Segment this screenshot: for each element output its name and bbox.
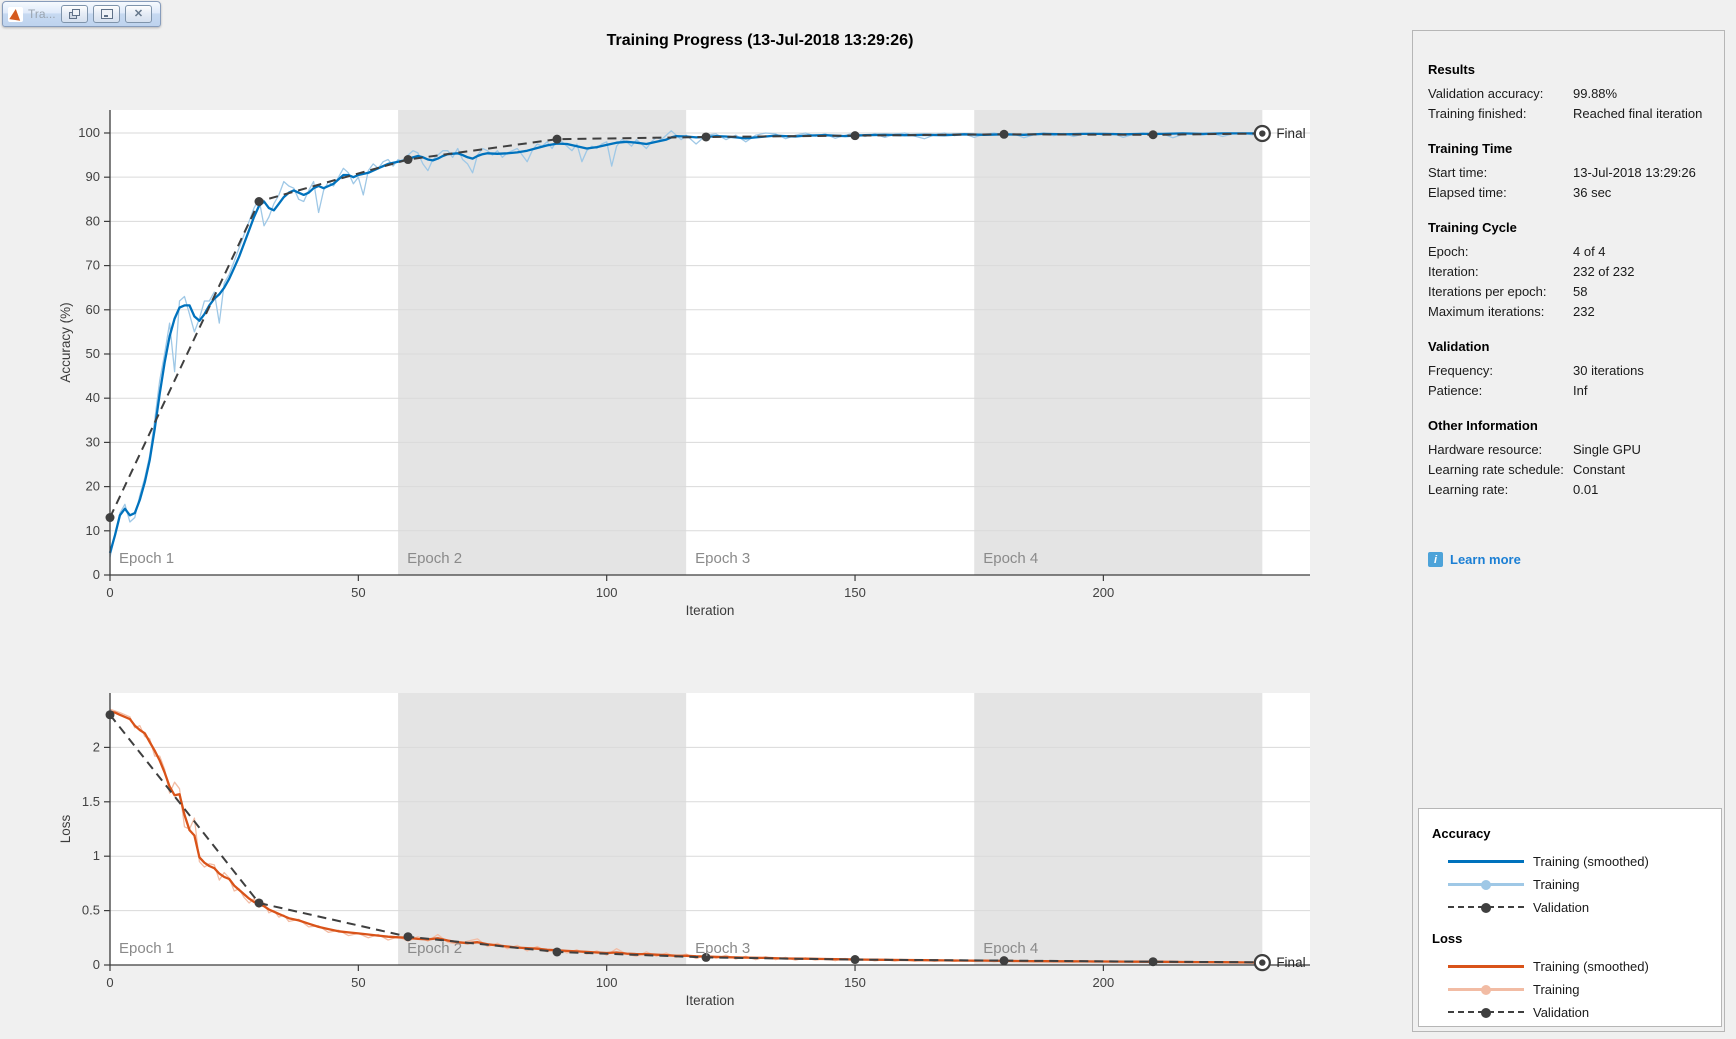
panel-row: Training finished: Reached final iteratio… — [1428, 106, 1703, 121]
svg-text:20: 20 — [86, 479, 100, 494]
legend-item: Training — [1432, 873, 1721, 896]
dashed-line-dot-sample-icon — [1448, 1007, 1524, 1019]
legend-item: Training (smoothed) — [1432, 850, 1721, 873]
line-dot-sample-icon — [1448, 879, 1524, 891]
window-title: Tra... — [28, 7, 56, 21]
svg-text:Epoch 4: Epoch 4 — [983, 550, 1038, 567]
svg-text:Final: Final — [1276, 126, 1305, 141]
legend-item: Training (smoothed) — [1432, 955, 1721, 978]
svg-text:100: 100 — [78, 125, 100, 140]
titlebar: Tra... ✕ — [2, 1, 161, 27]
svg-text:50: 50 — [351, 585, 365, 600]
svg-text:90: 90 — [86, 169, 100, 184]
svg-text:Loss: Loss — [58, 814, 73, 843]
section-results: Results Validation accuracy: 99.88% Train… — [1428, 61, 1714, 124]
accuracy-chart: 0 50 100 150 200 0 10 20 30 40 50 60 70 80 90 100 Epoch … — [58, 110, 1310, 618]
legend-item: Training — [1432, 978, 1721, 1001]
svg-text:0: 0 — [93, 957, 100, 972]
svg-text:50: 50 — [86, 346, 100, 361]
svg-text:Epoch 3: Epoch 3 — [695, 550, 750, 567]
svg-text:Epoch 2: Epoch 2 — [407, 940, 462, 957]
panel-row: Iterations per epoch: 58 — [1428, 284, 1588, 299]
close-icon: ✕ — [133, 7, 144, 20]
section-heading: Training Time — [1428, 141, 1513, 156]
panel-row: Start time: 13-Jul-2018 13:29:26 — [1428, 165, 1696, 180]
legend-item: Validation — [1432, 896, 1721, 919]
panel-row: Frequency: 30 iterations — [1428, 363, 1644, 378]
section-training-cycle: Training Cycle Epoch: 4 of 4 Iteration: 23… — [1428, 219, 1714, 322]
section-heading: Training Cycle — [1428, 220, 1517, 235]
panel-row: Elapsed time: 36 sec — [1428, 185, 1612, 200]
svg-text:200: 200 — [1093, 975, 1115, 990]
svg-text:50: 50 — [351, 975, 365, 990]
section-other-information: Other Information Hardware resource: Sing… — [1428, 417, 1714, 500]
panel-row: Maximum iterations: 232 — [1428, 304, 1595, 319]
svg-text:30: 30 — [86, 434, 100, 449]
svg-text:Accuracy (%): Accuracy (%) — [58, 302, 73, 382]
svg-text:80: 80 — [86, 213, 100, 228]
legend: Accuracy Training (smoothed) Training Va… — [1418, 808, 1722, 1027]
svg-text:1.5: 1.5 — [82, 794, 100, 809]
panel-row: Patience: Inf — [1428, 383, 1588, 398]
learn-more-row: i Learn more — [1428, 552, 1714, 567]
section-heading: Results — [1428, 62, 1475, 77]
restore-icon — [69, 9, 80, 19]
svg-text:Iteration: Iteration — [686, 603, 735, 618]
panel-row: Epoch: 4 of 4 — [1428, 244, 1606, 259]
svg-text:Epoch 3: Epoch 3 — [695, 940, 750, 957]
loss-chart: 0 50 100 150 200 0 0.5 1 1.5 2 Epoch 1 Epoch 2 Epoch… — [58, 693, 1310, 1008]
svg-text:0: 0 — [93, 567, 100, 582]
svg-text:100: 100 — [596, 975, 618, 990]
section-training-time: Training Time Start time: 13-Jul-2018 13:… — [1428, 140, 1714, 203]
close-button[interactable]: ✕ — [125, 5, 152, 23]
svg-text:Epoch 2: Epoch 2 — [407, 550, 462, 567]
dashed-line-dot-sample-icon — [1448, 902, 1524, 914]
panel-row: Iteration: 232 of 232 — [1428, 264, 1635, 279]
dock-button[interactable] — [61, 5, 88, 23]
svg-text:Final: Final — [1276, 955, 1305, 970]
svg-text:Epoch 1: Epoch 1 — [119, 550, 174, 567]
svg-text:10: 10 — [86, 523, 100, 538]
section-heading: Other Information — [1428, 418, 1538, 433]
panel-row: Hardware resource: Single GPU — [1428, 442, 1641, 457]
figure-title: Training Progress (13-Jul-2018 13:29:26) — [606, 32, 914, 49]
minimize-button[interactable] — [93, 5, 120, 23]
svg-text:40: 40 — [86, 390, 100, 405]
svg-text:2: 2 — [93, 739, 100, 754]
line-sample-icon — [1448, 961, 1524, 973]
svg-text:0.5: 0.5 — [82, 903, 100, 918]
line-sample-icon — [1448, 856, 1524, 868]
section-heading: Validation — [1428, 339, 1490, 354]
matlab-icon — [8, 6, 23, 22]
svg-text:150: 150 — [844, 585, 866, 600]
svg-text:Epoch 4: Epoch 4 — [983, 940, 1038, 957]
svg-text:200: 200 — [1093, 585, 1115, 600]
svg-text:0: 0 — [106, 975, 113, 990]
svg-text:60: 60 — [86, 302, 100, 317]
legend-heading-accuracy: Accuracy — [1432, 826, 1491, 841]
svg-text:70: 70 — [86, 258, 100, 273]
line-dot-sample-icon — [1448, 984, 1524, 996]
legend-item: Validation — [1432, 1001, 1721, 1024]
section-validation: Validation Frequency: 30 iterations Patie… — [1428, 338, 1714, 401]
svg-text:100: 100 — [596, 585, 618, 600]
learn-more-link[interactable]: Learn more — [1450, 552, 1521, 567]
panel-row: Learning rate schedule: Constant — [1428, 462, 1626, 477]
panel-row: Learning rate: 0.01 — [1428, 482, 1599, 497]
svg-text:1: 1 — [93, 848, 100, 863]
svg-text:Iteration: Iteration — [686, 993, 735, 1008]
svg-text:150: 150 — [844, 975, 866, 990]
svg-text:0: 0 — [106, 585, 113, 600]
minimize-icon — [100, 9, 113, 19]
panel-row: Validation accuracy: 99.88% — [1428, 86, 1618, 101]
svg-text:Epoch 1: Epoch 1 — [119, 940, 174, 957]
legend-heading-loss: Loss — [1432, 931, 1463, 946]
info-icon: i — [1428, 552, 1443, 567]
